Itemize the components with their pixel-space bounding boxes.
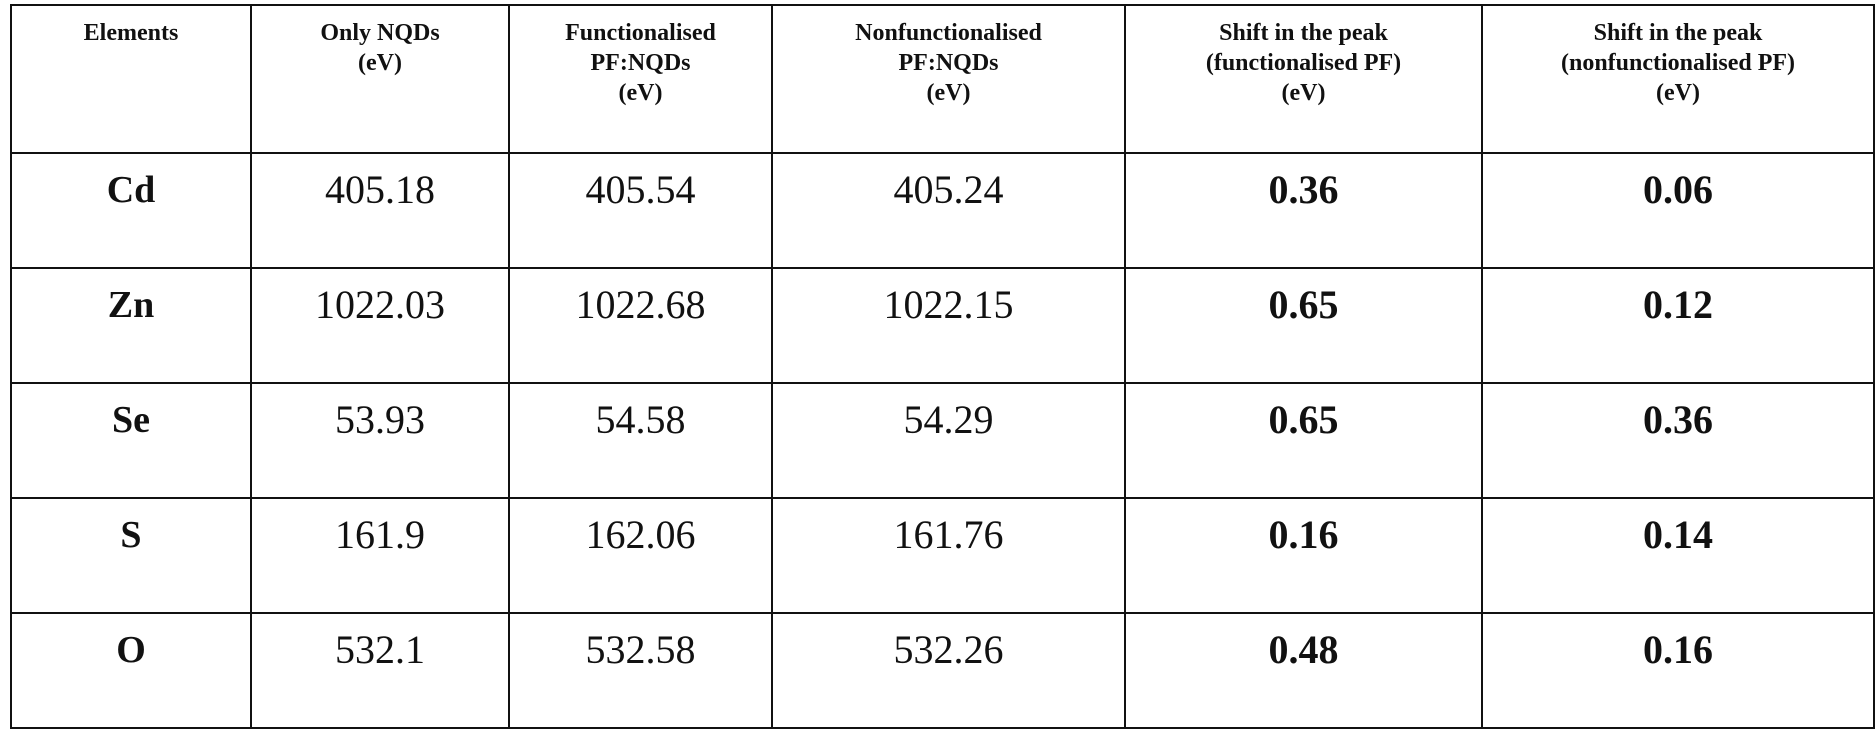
header-elements: Elements [11, 5, 251, 153]
element-cell: Zn [11, 268, 251, 383]
shift-functionalised-cell: 0.36 [1125, 153, 1482, 268]
nonfunctionalised-cell: 532.26 [772, 613, 1125, 728]
nonfunctionalised-cell: 405.24 [772, 153, 1125, 268]
xps-peak-table: Elements Only NQDs (eV) Functionalised P… [10, 4, 1875, 729]
only-nqds-cell: 53.93 [251, 383, 509, 498]
header-only-nqds: Only NQDs (eV) [251, 5, 509, 153]
header-functionalised: Functionalised PF:NQDs (eV) [509, 5, 772, 153]
table-row: Zn 1022.03 1022.68 1022.15 0.65 0.12 [11, 268, 1874, 383]
only-nqds-cell: 1022.03 [251, 268, 509, 383]
xps-peak-table-container: Elements Only NQDs (eV) Functionalised P… [10, 4, 1873, 729]
functionalised-cell: 405.54 [509, 153, 772, 268]
nonfunctionalised-cell: 1022.15 [772, 268, 1125, 383]
only-nqds-cell: 405.18 [251, 153, 509, 268]
header-row: Elements Only NQDs (eV) Functionalised P… [11, 5, 1874, 153]
table-row: S 161.9 162.06 161.76 0.16 0.14 [11, 498, 1874, 613]
shift-nonfunctionalised-cell: 0.12 [1482, 268, 1874, 383]
shift-functionalised-cell: 0.16 [1125, 498, 1482, 613]
header-nonfunctionalised: Nonfunctionalised PF:NQDs (eV) [772, 5, 1125, 153]
table-row: O 532.1 532.58 532.26 0.48 0.16 [11, 613, 1874, 728]
element-cell: Se [11, 383, 251, 498]
only-nqds-cell: 532.1 [251, 613, 509, 728]
table-row: Se 53.93 54.58 54.29 0.65 0.36 [11, 383, 1874, 498]
shift-functionalised-cell: 0.65 [1125, 383, 1482, 498]
functionalised-cell: 54.58 [509, 383, 772, 498]
shift-nonfunctionalised-cell: 0.14 [1482, 498, 1874, 613]
shift-nonfunctionalised-cell: 0.16 [1482, 613, 1874, 728]
functionalised-cell: 162.06 [509, 498, 772, 613]
header-shift-functionalised: Shift in the peak (functionalised PF) (e… [1125, 5, 1482, 153]
shift-nonfunctionalised-cell: 0.36 [1482, 383, 1874, 498]
shift-functionalised-cell: 0.65 [1125, 268, 1482, 383]
header-shift-nonfunctionalised: Shift in the peak (nonfunctionalised PF)… [1482, 5, 1874, 153]
element-cell: S [11, 498, 251, 613]
element-cell: Cd [11, 153, 251, 268]
nonfunctionalised-cell: 54.29 [772, 383, 1125, 498]
nonfunctionalised-cell: 161.76 [772, 498, 1125, 613]
only-nqds-cell: 161.9 [251, 498, 509, 613]
functionalised-cell: 532.58 [509, 613, 772, 728]
functionalised-cell: 1022.68 [509, 268, 772, 383]
table-row: Cd 405.18 405.54 405.24 0.36 0.06 [11, 153, 1874, 268]
element-cell: O [11, 613, 251, 728]
shift-functionalised-cell: 0.48 [1125, 613, 1482, 728]
shift-nonfunctionalised-cell: 0.06 [1482, 153, 1874, 268]
